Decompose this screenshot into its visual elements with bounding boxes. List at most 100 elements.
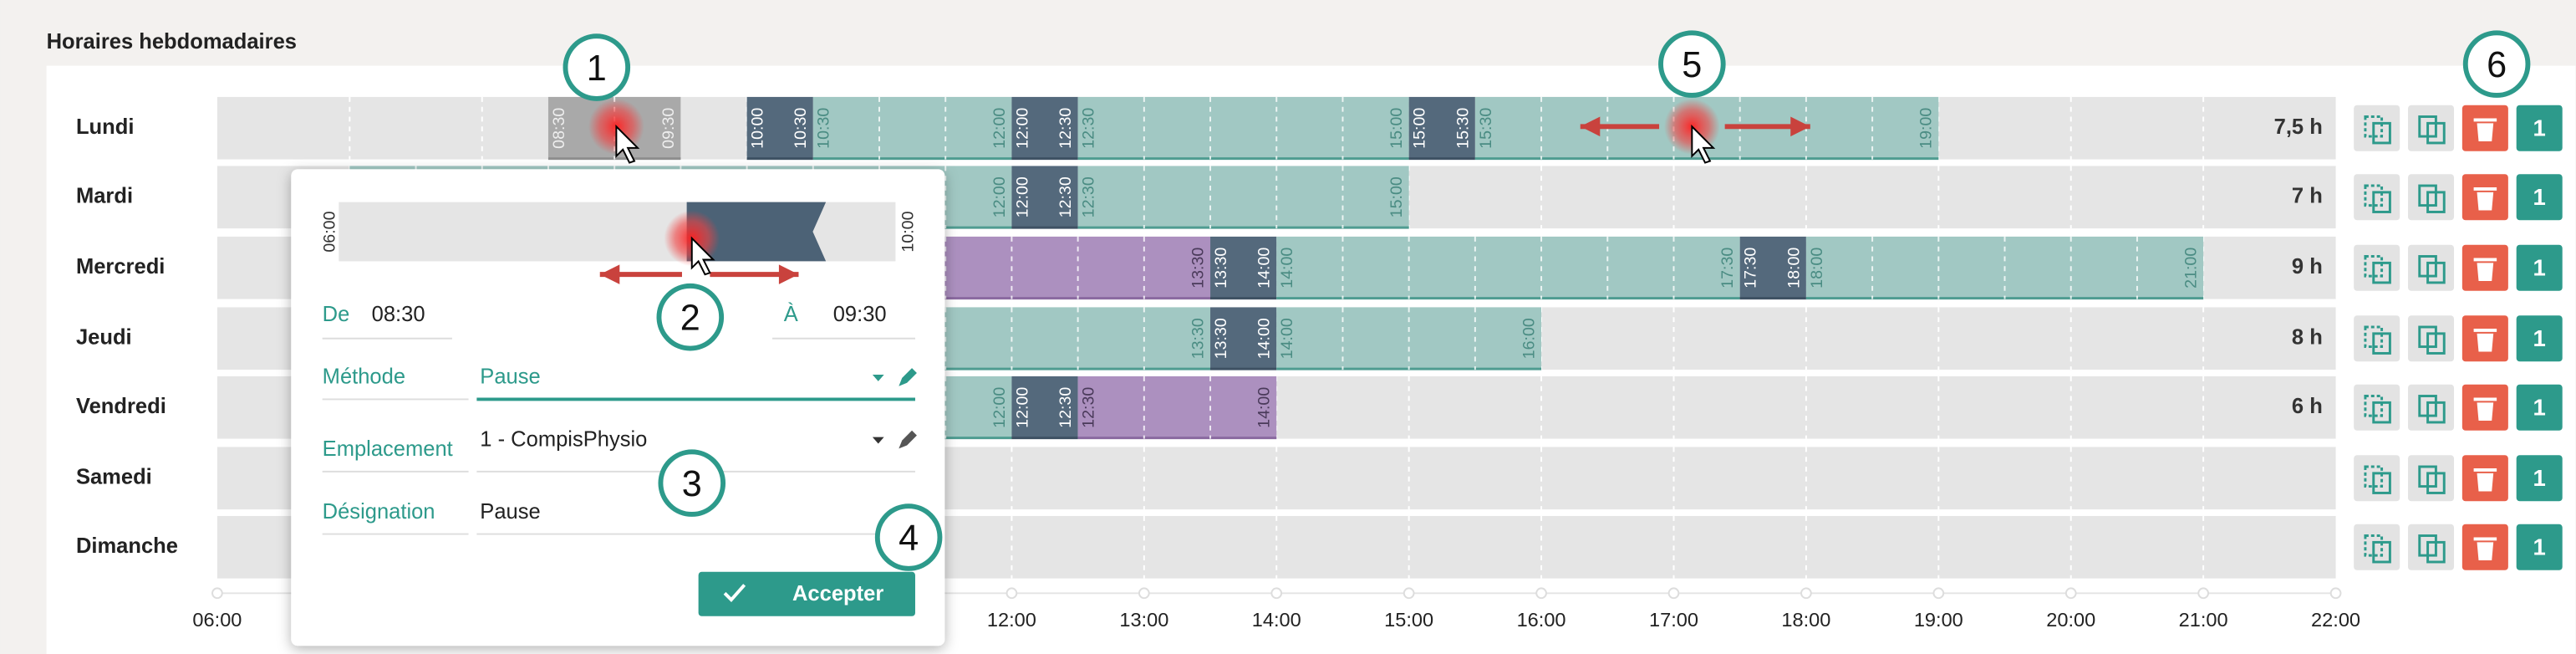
day-name: Lundi [76,115,134,139]
segment-time-label: 08:30 [550,108,568,149]
segment-time-label: 12:00 [990,176,1009,217]
schedule-block[interactable] [1276,236,1740,299]
row-copy-button[interactable] [2408,524,2455,570]
row-copy-button[interactable] [2408,384,2455,431]
axis-tick-label: 14:00 [1252,609,1301,631]
row-copy-button[interactable] [2354,315,2400,362]
row-copy-button[interactable] [2408,244,2455,291]
segment-time-label: 14:00 [1255,318,1274,359]
cursor [690,236,715,276]
schedule-block[interactable] [812,96,1012,160]
row-number-button[interactable] [2516,315,2563,362]
field-value[interactable]: Pause [480,365,540,389]
row-copy-button[interactable] [2354,384,2400,431]
callout-badge [2462,30,2531,98]
schedule-block[interactable] [1077,376,1277,439]
segment-time-label: 17:30 [1742,248,1760,289]
copy-icon [2426,401,2446,424]
day-total: 9 h [2292,255,2323,278]
row-number-button[interactable] [2516,524,2563,570]
time-editor-popup: 06:00 10:00 De 08:30 À 09:30 Méthode Pause Empla… [291,169,945,646]
row-copy-button[interactable] [2354,244,2400,291]
row-copy-button[interactable] [2408,174,2455,221]
axis-tick [2329,587,2342,600]
copy-icon [2426,332,2446,355]
callout-badge [658,449,726,517]
segment-time-label: 10:00 [749,108,767,149]
segment-time-label: 16:00 [1520,318,1539,359]
row-number-button[interactable] [2516,384,2563,431]
copy-icon [2372,121,2391,145]
day-total: 8 h [2292,326,2323,350]
field-label: Méthode [323,365,405,389]
schedule-block[interactable] [1077,166,1409,229]
row-copy-button[interactable] [2354,174,2400,221]
schedule-block[interactable] [746,96,813,160]
from-value[interactable]: 08:30 [372,303,425,326]
axis-tick-label: 22:00 [2311,609,2360,631]
schedule-block[interactable] [1011,376,1078,439]
schedule-block[interactable] [1210,307,1277,370]
segment-time-label: 14:00 [1255,248,1274,289]
trash-icon [2473,537,2497,561]
day-name: Jeudi [76,326,132,350]
callout-number: 6 [2487,45,2507,85]
row-copy-button[interactable] [2354,105,2400,151]
copy-icon [2426,472,2446,494]
range-selection[interactable] [686,202,827,262]
segment-time-label: 19:00 [1917,108,1936,149]
copy-icon [2426,540,2446,564]
row-number-button[interactable] [2516,174,2563,221]
row-number-button[interactable] [2516,455,2563,502]
segment-time-label: 15:00 [1387,176,1406,217]
row-copy-button[interactable] [2354,524,2400,570]
segment-time-label: 12:30 [1080,108,1098,149]
copy-icon [2372,472,2391,494]
callout-number: 5 [1682,45,1702,85]
axis-tick-label: 16:00 [1517,609,1566,631]
schedule-block[interactable] [1739,236,1806,299]
row-copy-button[interactable] [2354,455,2400,502]
row-copy-button[interactable] [2408,315,2455,362]
field-label: Emplacement [323,437,453,461]
accept-button[interactable] [698,571,915,616]
day-name: Mercredi [76,255,165,278]
row-number-button[interactable] [2516,244,2563,291]
field-value[interactable]: Pause [480,500,540,524]
segment-time-label: 12:00 [1013,176,1031,217]
segment-time-label: 12:00 [990,387,1009,428]
row-number-label: 1 [2533,184,2546,210]
axis-tick-label: 15:00 [1384,609,1433,631]
dropdown-arrow [872,374,884,381]
callout-number: 3 [682,464,702,504]
schedule-block[interactable] [1077,96,1409,160]
day-name: Samedi [76,466,152,489]
schedule-block[interactable] [1011,166,1078,229]
segment-time-label: 15:00 [1387,108,1406,149]
field-value[interactable]: 1 - CompisPhysio [480,427,647,451]
day-total: 7,5 h [2274,115,2323,139]
row-copy-button[interactable] [2408,105,2455,151]
to-value[interactable]: 09:30 [833,303,887,326]
schedule-block[interactable] [1408,96,1475,160]
segment-time-label: 13:30 [1212,318,1230,359]
axis-tick-label: 13:00 [1119,609,1168,631]
callout-number: 2 [680,299,700,339]
copy-icon [2372,261,2391,284]
row-number-button[interactable] [2516,105,2563,151]
segment-time-label: 13:30 [1189,318,1207,359]
drag-arrow-head [778,264,799,284]
trash-icon [2473,468,2497,492]
row-number-label: 1 [2533,465,2546,491]
segment-time-label: 14:00 [1255,387,1274,428]
schedule-block[interactable] [1011,96,1078,160]
segment-time-label: 12:30 [1080,176,1098,217]
axis-tick-label: 06:00 [192,609,242,631]
copy-icon [2364,325,2384,349]
copy-icon [2372,540,2391,564]
row-copy-button[interactable] [2408,455,2455,502]
schedule-block[interactable] [1210,236,1277,299]
segment-time-label: 12:30 [1056,176,1075,217]
trash-icon [2473,118,2497,141]
